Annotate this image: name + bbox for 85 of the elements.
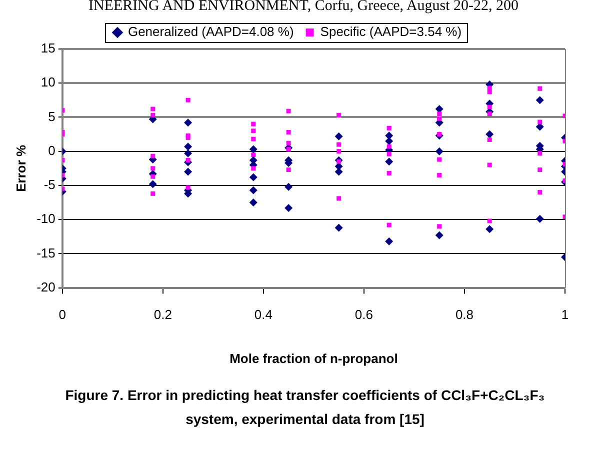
point xyxy=(385,158,394,166)
point xyxy=(286,168,291,172)
y-tick-label: -5 xyxy=(44,177,56,192)
point xyxy=(538,168,542,172)
point xyxy=(186,98,190,102)
point xyxy=(435,147,444,156)
point xyxy=(487,137,492,142)
point xyxy=(284,204,293,212)
point xyxy=(286,147,291,152)
point xyxy=(251,166,256,171)
point xyxy=(184,168,192,176)
point xyxy=(437,172,442,178)
x-tick-label: 0.8 xyxy=(455,307,474,322)
point xyxy=(486,130,494,138)
y-tick-label: 10 xyxy=(40,74,56,90)
y-tick-label: 0 xyxy=(48,142,56,158)
point xyxy=(538,151,542,156)
x-tick-label: 0.4 xyxy=(254,307,272,322)
point xyxy=(186,185,190,190)
point xyxy=(536,214,544,223)
point xyxy=(385,137,394,146)
point xyxy=(249,145,258,154)
point xyxy=(487,162,492,168)
point xyxy=(150,106,156,112)
point xyxy=(336,112,342,118)
point xyxy=(249,186,258,194)
legend-label: Generalized (AAPD=4.08 %) xyxy=(128,24,294,40)
point xyxy=(538,190,542,195)
point xyxy=(150,166,156,171)
y-axis-title: Error % xyxy=(13,144,28,192)
y-tick-label: 15 xyxy=(40,40,56,56)
x-tick-label: 0 xyxy=(58,307,66,322)
point xyxy=(334,224,343,232)
point xyxy=(538,120,542,124)
point xyxy=(386,152,392,156)
y-tick-label: -15 xyxy=(36,245,56,260)
text: Figure 7. Error in predicting heat transfer coefficients of CCl₃F+C₂CL₃F₃ system, experimental data from [15] xyxy=(64,386,546,429)
point xyxy=(487,218,492,224)
point xyxy=(286,130,291,134)
x-tick-label: 0.6 xyxy=(354,307,373,322)
point xyxy=(334,132,343,140)
point xyxy=(284,182,293,191)
point xyxy=(487,112,492,116)
point xyxy=(487,90,492,94)
point xyxy=(386,222,392,228)
point xyxy=(385,237,394,246)
x-tick-label: 1 xyxy=(561,307,569,322)
point xyxy=(538,86,542,91)
point xyxy=(386,144,392,149)
point xyxy=(150,112,156,118)
point xyxy=(336,149,342,154)
point xyxy=(184,142,192,151)
point xyxy=(251,152,256,158)
point xyxy=(386,126,392,130)
point xyxy=(536,96,544,104)
point xyxy=(386,170,392,176)
y-tick-label: -20 xyxy=(36,279,56,294)
point xyxy=(251,128,256,134)
point xyxy=(186,158,190,162)
y-tick-label: 5 xyxy=(48,108,56,124)
point xyxy=(286,108,291,114)
point xyxy=(150,191,156,196)
point xyxy=(286,140,291,146)
point xyxy=(184,149,192,158)
point xyxy=(249,198,258,207)
point xyxy=(435,231,444,240)
point xyxy=(487,104,492,110)
x-axis-title: Mole fraction of n-propanol xyxy=(230,350,398,366)
point xyxy=(336,142,342,147)
point xyxy=(336,196,342,201)
y-tick-label: -10 xyxy=(36,211,56,226)
point xyxy=(437,224,442,229)
point xyxy=(150,154,156,158)
point xyxy=(150,174,156,179)
x-tick-label: 0.2 xyxy=(154,307,172,322)
legend-label: Specific (AAPD=3.54 %) xyxy=(320,24,462,40)
point xyxy=(437,157,442,162)
point xyxy=(249,173,258,182)
point xyxy=(486,225,494,234)
point xyxy=(437,116,442,121)
point xyxy=(251,122,256,126)
point xyxy=(148,180,157,188)
point xyxy=(251,136,256,142)
point xyxy=(184,118,192,127)
point xyxy=(437,112,442,116)
